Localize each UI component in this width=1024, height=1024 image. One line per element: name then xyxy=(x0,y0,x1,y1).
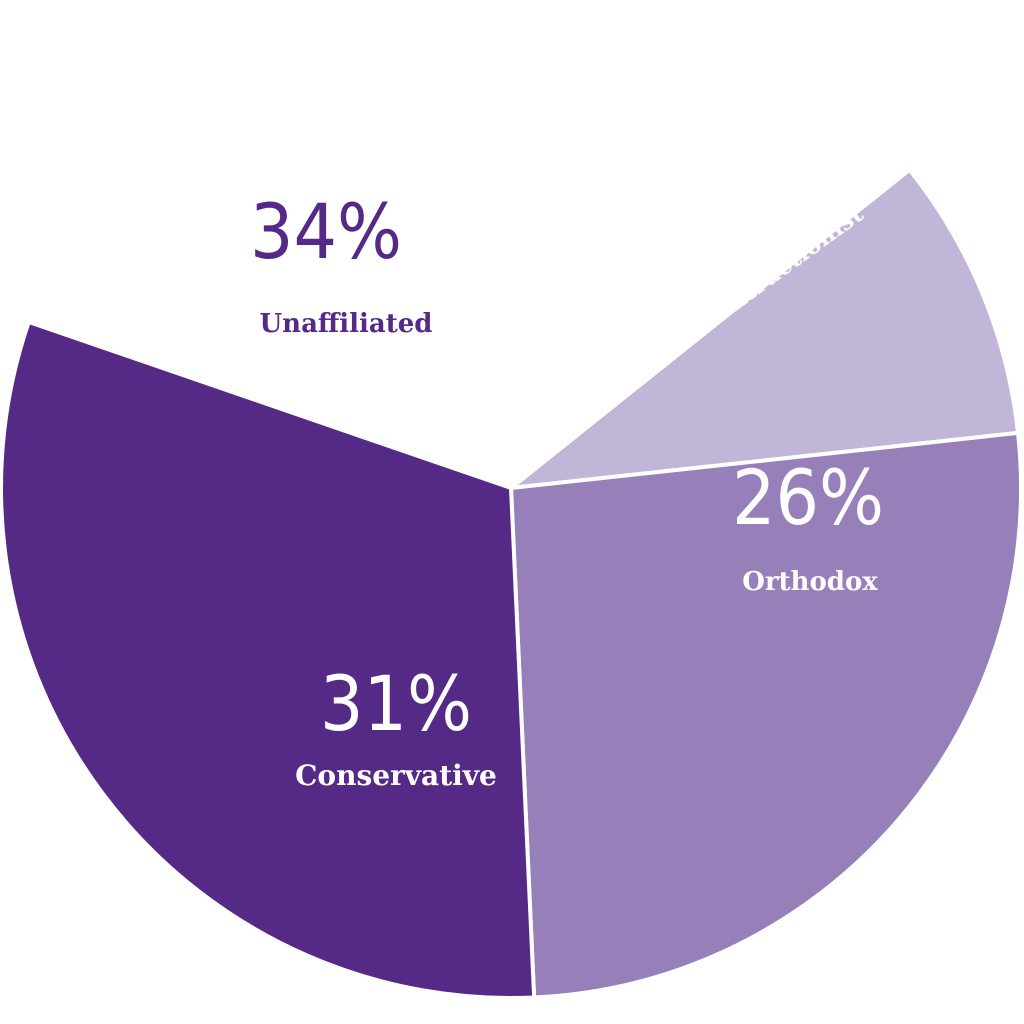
slice-text-group: 26% Orthodox xyxy=(732,453,884,597)
slice-value-label: 9% xyxy=(607,115,747,251)
pie-slice-orthodox xyxy=(508,430,1024,1000)
slice-value-label: 31% xyxy=(320,659,472,748)
slice-text-group: 31% Conservative xyxy=(295,659,497,792)
pie-slice-reform-or-recontructionist xyxy=(504,167,1021,491)
slice-category-label: Orthodox xyxy=(742,567,878,597)
slice-value-label: 26% xyxy=(732,453,884,542)
slice-value-label: 34% xyxy=(250,187,402,276)
slice-category-label: Unaffiliated xyxy=(260,309,433,339)
slice-text-group: 34% Unaffiliated xyxy=(250,187,432,339)
slice-category-label: Conservative xyxy=(295,759,497,792)
pie-slice-conservative xyxy=(0,319,537,1000)
